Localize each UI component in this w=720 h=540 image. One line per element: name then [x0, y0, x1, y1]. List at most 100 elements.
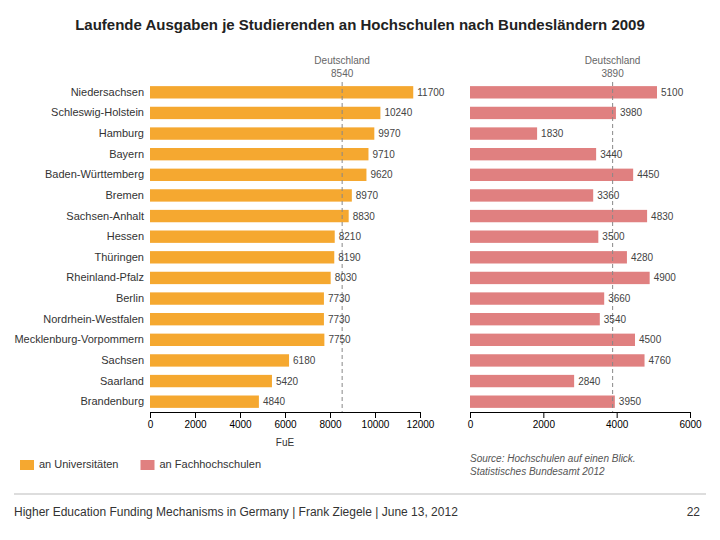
bar — [470, 354, 645, 366]
tick-mark — [195, 412, 196, 418]
tick: 6000 — [274, 412, 297, 430]
tick-mark — [420, 412, 421, 418]
bar — [150, 127, 374, 139]
tick-label: Bremen — [105, 189, 144, 201]
bar — [470, 189, 593, 201]
bar — [150, 231, 335, 243]
tick-label: Schleswig-Holstein — [51, 106, 144, 118]
tick: Bremen — [105, 189, 144, 201]
tick-label: 10000 — [362, 419, 390, 430]
data-label: 3440 — [600, 149, 623, 160]
bar — [470, 251, 627, 263]
tick-label: 0 — [148, 419, 154, 430]
bar — [150, 107, 380, 119]
marks — [150, 82, 413, 412]
data-label: 4280 — [631, 252, 654, 263]
bar — [150, 292, 324, 304]
data-label: 5100 — [661, 87, 684, 98]
x-axis: 0 2000 4000 6000 8000 10000 12000 — [148, 412, 435, 430]
bar — [470, 148, 596, 160]
data-label: 3950 — [619, 396, 642, 407]
tick: Niedersachsen — [71, 86, 144, 98]
tick: Saarland — [100, 375, 144, 387]
tick-label: Hessen — [107, 230, 144, 242]
footer-text: Higher Education Funding Mechanisms in G… — [14, 505, 458, 519]
reference-value: 8540 — [331, 68, 354, 79]
bar — [150, 86, 413, 98]
data-label: 3360 — [597, 190, 620, 201]
tick: Schleswig-Holstein — [51, 106, 144, 118]
marks — [470, 82, 657, 412]
tick: 12000 — [407, 412, 435, 430]
panel: 5100398018303440445033604830350042804900… — [468, 55, 702, 430]
data-label: 4900 — [654, 272, 677, 283]
data-label: 7750 — [328, 334, 351, 345]
tick: 8000 — [319, 412, 342, 430]
x-axis: 0 2000 4000 6000 — [468, 412, 702, 430]
data-label: 4830 — [651, 211, 674, 222]
tick-mark — [285, 412, 286, 418]
data-label: 10240 — [384, 107, 412, 118]
chart-root: Laufende Ausgaben je Studierenden an Hoc… — [0, 0, 720, 540]
axis-line — [471, 413, 691, 419]
tick-label: 4000 — [229, 419, 252, 430]
data-label: 8030 — [335, 272, 358, 283]
data-label: 7730 — [328, 314, 351, 325]
data-label: 9710 — [372, 149, 395, 160]
data-label: 3500 — [602, 231, 625, 242]
data-label: 8970 — [356, 190, 379, 201]
bar — [150, 354, 289, 366]
tick-label: 6000 — [679, 419, 702, 430]
tick-label: 4000 — [606, 419, 629, 430]
data-label: 3660 — [608, 293, 631, 304]
legend-item: an Fachhochschulen — [141, 458, 262, 470]
tick: Hessen — [107, 230, 144, 242]
bar — [150, 396, 259, 408]
data-label: 1830 — [541, 128, 564, 139]
tick: Nordrhein-Westfalen — [43, 313, 144, 325]
tick: Berlin — [116, 292, 144, 304]
bar — [150, 272, 331, 284]
bar — [470, 272, 650, 284]
legend-item: an Universitäten — [20, 458, 119, 470]
tick: 0 — [468, 412, 474, 430]
tick: Rheinland-Pfalz — [66, 271, 144, 283]
tick-mark — [470, 412, 471, 418]
tick-label: 2000 — [533, 419, 556, 430]
tick: 2000 — [184, 412, 207, 430]
source-note: Source: Hochschulen auf einen Blick.Stat… — [470, 453, 636, 477]
bar — [150, 169, 366, 181]
tick-mark — [150, 412, 151, 418]
bar — [470, 334, 635, 346]
tick-label: Thüringen — [94, 251, 144, 263]
tick-label: Sachsen — [101, 354, 144, 366]
tick-label: 0 — [468, 419, 474, 430]
data-label: 6180 — [293, 355, 316, 366]
tick-label: Brandenburg — [80, 395, 144, 407]
tick-label: 6000 — [274, 419, 297, 430]
texts: 5100398018303440445033604830350042804900… — [541, 55, 684, 407]
reference-label: Deutschland — [585, 55, 641, 66]
x-axis-title: FuE — [276, 437, 295, 448]
bar — [470, 107, 616, 119]
source-line: Statistisches Bundesamt 2012 — [470, 466, 605, 477]
data-label: 5420 — [276, 376, 299, 387]
tick: Thüringen — [94, 251, 144, 263]
tick-label: Bayern — [109, 148, 144, 160]
panel: 1170010240997097109620897088308210819080… — [14, 55, 444, 448]
tick-label: Nordrhein-Westfalen — [43, 313, 144, 325]
bar — [150, 251, 334, 263]
bar — [470, 86, 657, 98]
axis-line — [151, 413, 421, 419]
reference-line — [612, 82, 613, 412]
bar — [470, 210, 647, 222]
legend-swatch — [141, 460, 155, 470]
data-label: 4760 — [649, 355, 672, 366]
tick: Sachsen — [101, 354, 144, 366]
legend-label: an Fachhochschulen — [160, 458, 262, 470]
tick: 0 — [148, 412, 154, 430]
bar — [150, 210, 349, 222]
bar — [470, 396, 615, 408]
tick: Baden-Württemberg — [45, 168, 144, 180]
bar — [150, 148, 368, 160]
